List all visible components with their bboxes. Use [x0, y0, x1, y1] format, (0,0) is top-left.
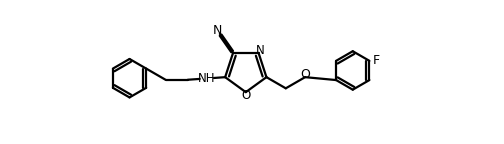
Text: O: O — [241, 89, 250, 102]
Text: F: F — [372, 54, 380, 67]
Text: N: N — [213, 24, 222, 37]
Text: NH: NH — [198, 72, 215, 85]
Text: O: O — [300, 68, 310, 80]
Text: N: N — [256, 44, 265, 57]
